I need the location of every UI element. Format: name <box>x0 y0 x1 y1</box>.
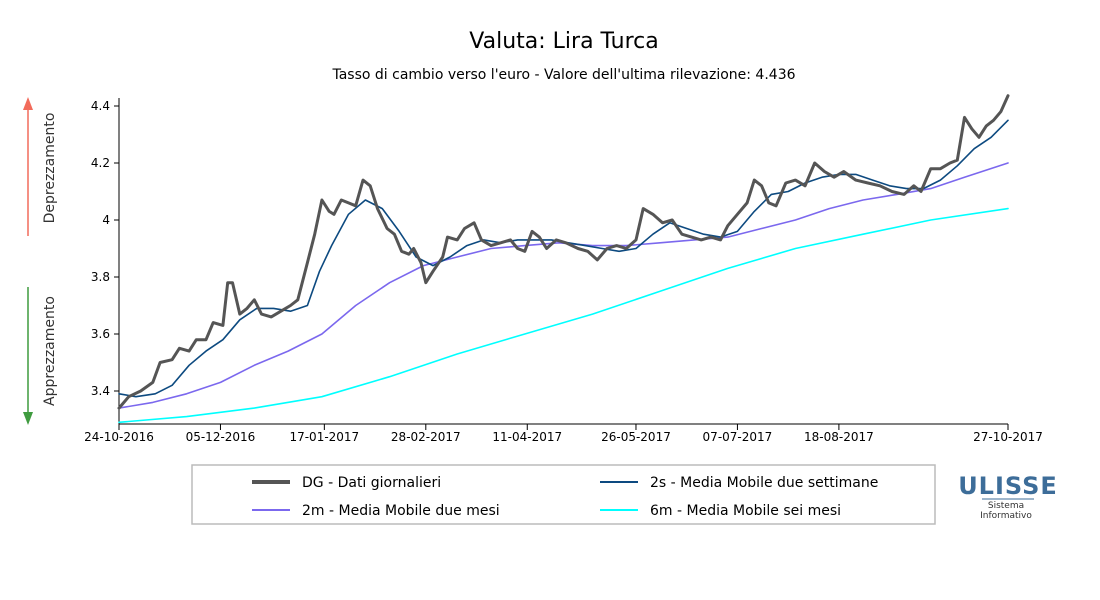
series-line-6m <box>118 207 1009 424</box>
y-tick-label: 4 <box>102 213 110 227</box>
chart-title: Valuta: Lira Turca <box>469 29 658 54</box>
x-tick-label: 27-10-2017 <box>973 430 1043 444</box>
appreciation-arrow <box>23 287 33 425</box>
x-ticks: 24-10-2016 05-12-2016 17-01-2017 28-02-2017… <box>84 424 1043 444</box>
x-tick-label: 11-04-2017 <box>492 430 562 444</box>
x-tick-label: 07-07-2017 <box>703 430 773 444</box>
ulisse-logo: ULISSE Sistema Informativo <box>958 472 1058 521</box>
logo-line2: Informativo <box>980 511 1032 521</box>
legend-box <box>191 464 936 525</box>
chart-subtitle: Tasso di cambio verso l'euro - Valore de… <box>331 67 795 83</box>
y-tick-label: 4.2 <box>91 156 110 170</box>
x-tick-label: 26-05-2017 <box>601 430 671 444</box>
y-tick-label: 3.4 <box>91 384 110 398</box>
depreciation-arrow <box>23 97 33 236</box>
appreciation-label: Apprezzamento <box>42 296 58 406</box>
y-ticks: 3.4 3.6 3.8 4 4.2 4.4 <box>91 99 119 398</box>
series-line-2m <box>118 162 1009 409</box>
y-tick-label: 3.6 <box>91 327 110 341</box>
x-tick-label: 28-02-2017 <box>391 430 461 444</box>
x-tick-label: 24-10-2016 <box>84 430 154 444</box>
legend-label: DG - Dati giornalieri <box>302 475 441 491</box>
series-line-dg <box>117 94 1010 410</box>
legend-label: 6m - Media Mobile sei mesi <box>650 503 841 519</box>
y-tick-label: 3.8 <box>91 270 110 284</box>
logo-name: ULISSE <box>958 472 1058 500</box>
y-tick-label: 4.4 <box>91 99 110 113</box>
legend: DG - Dati giornalieri 2m - Media Mobile d… <box>252 475 878 519</box>
depreciation-label: Deprezzamento <box>42 113 58 224</box>
legend-label: 2s - Media Mobile due settimane <box>650 475 878 491</box>
series-line-2s <box>118 119 1009 398</box>
series-layer <box>117 94 1010 424</box>
logo-line1: Sistema <box>988 501 1024 511</box>
legend-label: 2m - Media Mobile due mesi <box>302 503 500 519</box>
x-tick-label: 18-08-2017 <box>804 430 874 444</box>
x-tick-label: 17-01-2017 <box>289 430 359 444</box>
x-tick-label: 05-12-2016 <box>186 430 256 444</box>
